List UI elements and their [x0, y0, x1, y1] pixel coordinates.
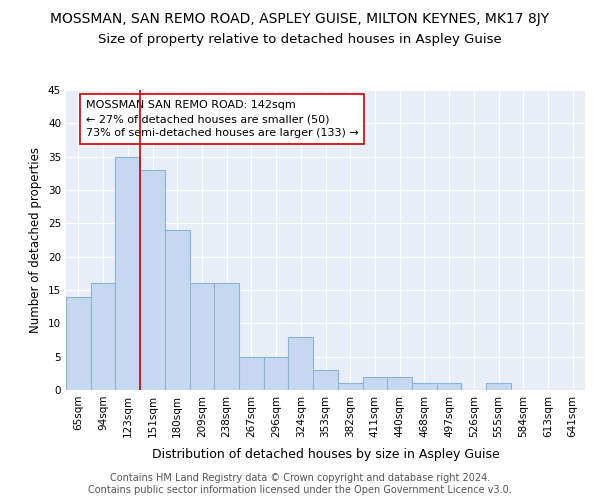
X-axis label: Distribution of detached houses by size in Aspley Guise: Distribution of detached houses by size …	[152, 448, 499, 461]
Bar	[362, 376, 387, 390]
Bar	[264, 356, 289, 390]
Bar	[486, 384, 511, 390]
Text: MOSSMAN, SAN REMO ROAD, ASPLEY GUISE, MILTON KEYNES, MK17 8JY: MOSSMAN, SAN REMO ROAD, ASPLEY GUISE, MI…	[50, 12, 550, 26]
Bar	[66, 296, 91, 390]
Bar	[165, 230, 190, 390]
Bar	[214, 284, 239, 390]
Text: MOSSMAN SAN REMO ROAD: 142sqm
← 27% of detached houses are smaller (50)
73% of s: MOSSMAN SAN REMO ROAD: 142sqm ← 27% of d…	[86, 100, 359, 138]
Text: Size of property relative to detached houses in Aspley Guise: Size of property relative to detached ho…	[98, 32, 502, 46]
Bar	[387, 376, 412, 390]
Bar	[437, 384, 461, 390]
Y-axis label: Number of detached properties: Number of detached properties	[29, 147, 43, 333]
Bar	[190, 284, 214, 390]
Bar	[115, 156, 140, 390]
Bar	[412, 384, 437, 390]
Bar	[289, 336, 313, 390]
Bar	[91, 284, 115, 390]
Bar	[239, 356, 264, 390]
Bar	[313, 370, 338, 390]
Text: Contains HM Land Registry data © Crown copyright and database right 2024.
Contai: Contains HM Land Registry data © Crown c…	[88, 474, 512, 495]
Bar	[140, 170, 165, 390]
Bar	[338, 384, 362, 390]
